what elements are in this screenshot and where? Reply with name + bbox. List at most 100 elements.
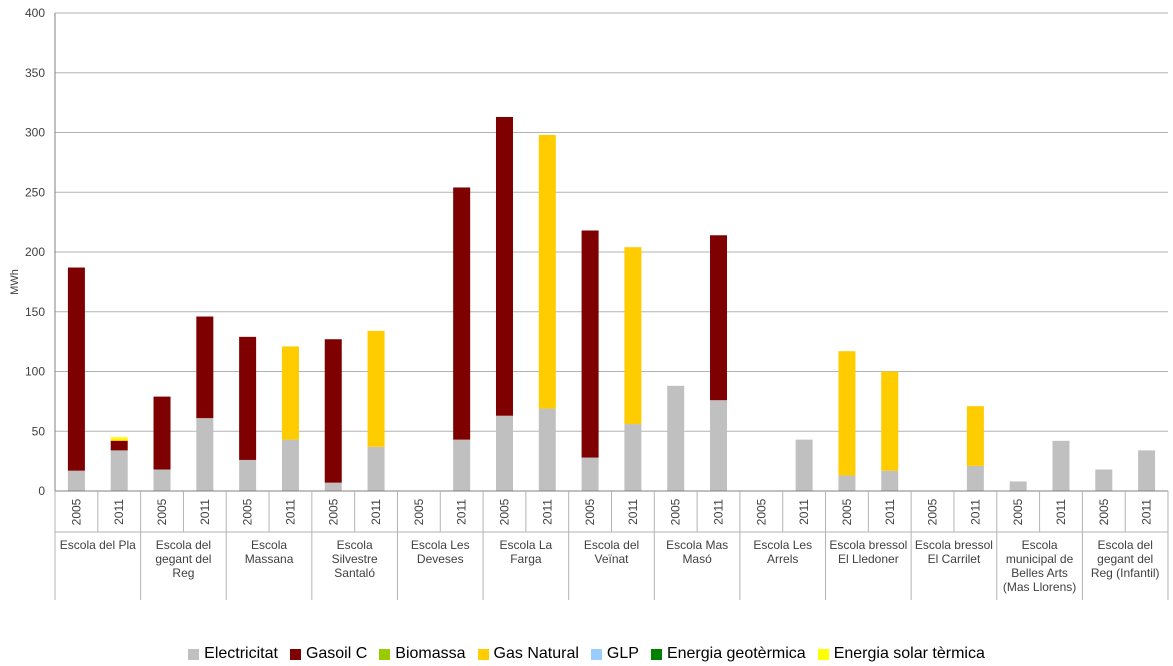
bar-segment <box>239 459 257 491</box>
group-label-line: El Lledoner <box>838 552 899 566</box>
legend-swatch <box>590 648 602 660</box>
group-label-line: Escola <box>337 538 373 552</box>
bar-segment <box>838 475 856 491</box>
group-label-line: Veïnat <box>594 552 629 566</box>
group-label-line: gegant del <box>155 552 211 566</box>
group-label-line: municipal de <box>1006 552 1074 566</box>
group-label: Escola del gegant del Reg <box>155 538 211 580</box>
legend-label: Gas Natural <box>493 645 579 662</box>
y-tick-label: 150 <box>25 305 45 319</box>
legend-label: GLP <box>606 645 639 662</box>
bar-segment <box>1095 469 1113 491</box>
x-tick-label: 2005 <box>1097 498 1111 525</box>
legend-swatch <box>650 648 662 660</box>
x-tick-label: 2011 <box>198 499 212 525</box>
x-tick-label: 2011 <box>968 499 982 525</box>
x-tick-label: 2005 <box>155 498 169 525</box>
group-label-line: Escola bressol <box>829 538 907 552</box>
group-label-line: Escola Les <box>753 538 812 552</box>
x-tick-label: 2011 <box>1054 499 1068 525</box>
legend-item: GLP <box>590 645 639 663</box>
x-tick-label: 2005 <box>412 498 426 525</box>
x-tick-label: 2011 <box>540 499 554 525</box>
x-tick-label: 2011 <box>455 499 469 525</box>
group-label-line: Escola del <box>156 538 211 552</box>
bar-segment <box>1052 440 1070 491</box>
legend-item: Energia solar tèrmica <box>817 645 985 663</box>
bar-segment <box>453 439 471 491</box>
bar-segment <box>710 235 728 401</box>
group-label-line: Escola <box>1022 538 1058 552</box>
group-label: Escola Mas Masó <box>666 538 728 566</box>
bar-segment <box>67 470 85 491</box>
group-label: Escola La Farga <box>500 538 553 566</box>
bar-segment <box>67 267 85 471</box>
y-tick-label: 0 <box>38 484 45 498</box>
bar-segment <box>966 465 984 491</box>
group-label-line: Farga <box>510 552 542 566</box>
x-tick-label: 2005 <box>1011 498 1025 525</box>
bar-segment <box>1009 481 1027 491</box>
group-label: Escola del gegant del Reg (Infantil) <box>1091 538 1160 580</box>
x-tick-label: 2005 <box>69 498 83 525</box>
bar-segment <box>881 371 899 471</box>
group-label-line: El Carrilet <box>928 552 981 566</box>
x-tick-label: 2005 <box>241 498 255 525</box>
legend-label: Energia solar tèrmica <box>833 645 985 662</box>
group-label: Escola del Pla <box>60 538 136 552</box>
legend-item: Electricitat <box>188 645 278 663</box>
bar-segment <box>153 396 171 470</box>
x-tick-label: 2005 <box>669 498 683 525</box>
legend-label: Gasoil C <box>305 645 368 662</box>
bar-segment <box>110 440 128 451</box>
bar-segment <box>196 316 214 419</box>
y-tick-label: 200 <box>25 245 45 259</box>
y-axis-ticks: 0 50 100 150 200 250 300 350 400 <box>25 6 45 498</box>
group-label-line: Belles Arts <box>1011 566 1068 580</box>
bar-segment <box>324 339 342 483</box>
legend-item: Biomassa <box>379 645 466 663</box>
bar-segment <box>153 469 171 491</box>
x-tick-label: 2011 <box>283 499 297 525</box>
group-label: Escola bressol El Lledoner <box>829 538 907 566</box>
legend-item: Energia geotèrmica <box>650 645 806 663</box>
bar-segment <box>110 450 128 491</box>
group-label-line: Silvestre <box>332 552 378 566</box>
bar-segment <box>624 247 642 425</box>
y-tick-label: 50 <box>32 424 46 438</box>
legend-swatch <box>477 648 489 660</box>
x-tick-label: 2011 <box>626 499 640 525</box>
group-label: Escola Silvestre Santaló <box>332 538 378 580</box>
bar-segment <box>281 346 299 440</box>
group-label: Escola Les Arrels <box>753 538 812 566</box>
bar-segment <box>1138 450 1156 491</box>
bar-segment <box>966 406 984 466</box>
bar-segment <box>453 187 471 440</box>
group-label-line: Escola <box>251 538 287 552</box>
group-label-line: Reg <box>172 566 194 580</box>
axes <box>54 13 1169 600</box>
bar-segment <box>196 418 214 491</box>
group-label: Escola del Veïnat <box>584 538 639 566</box>
group-label-line: Massana <box>245 552 294 566</box>
bar-segment <box>110 439 128 441</box>
bar-segment <box>624 424 642 491</box>
x-tick-label: 2005 <box>497 498 511 525</box>
legend-swatch <box>188 648 200 660</box>
group-label-line: Escola del <box>1098 538 1153 552</box>
x-tick-label: 2005 <box>840 498 854 525</box>
bar-segment <box>239 336 257 460</box>
group-label-line: Escola Mas <box>666 538 728 552</box>
bar-segment <box>667 385 685 491</box>
legend-label: Energia geotèrmica <box>666 645 806 662</box>
group-label-line: Reg (Infantil) <box>1091 566 1160 580</box>
group-label: Escola bressol El Carrilet <box>915 538 993 566</box>
x-tick-label: 2005 <box>583 498 597 525</box>
group-label-line: Escola del Pla <box>60 538 136 552</box>
x-axis-year-labels: 2005 2011 2005 2011 2005 2011 2005 2011 2005 2011… <box>69 498 1153 525</box>
bar-segment <box>838 351 856 476</box>
group-label-line: Escola La <box>500 538 553 552</box>
group-label: Escola Les Deveses <box>411 538 470 566</box>
y-tick-label: 350 <box>25 66 45 80</box>
